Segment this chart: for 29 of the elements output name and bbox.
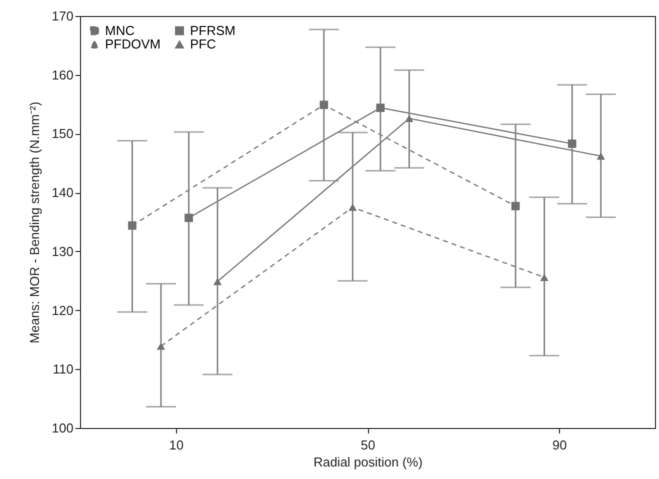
x-tick-label: 90 (552, 438, 567, 452)
y-tick-label: 110 (52, 362, 74, 377)
y-tick-label: 160 (52, 67, 74, 82)
y-tick-label: 100 (52, 420, 74, 436)
y-tick-label: 140 (52, 185, 74, 200)
point (156, 342, 166, 350)
x-tick-label: 10 (169, 438, 184, 452)
y-axis-title: Means: MOR - Bending strength (N.mm⁻²) (26, 102, 42, 344)
y-tick-label: 170 (52, 8, 74, 24)
point (376, 104, 385, 112)
point (540, 274, 548, 281)
y-tick-label: 130 (52, 244, 74, 259)
x-tick-label: 50 (360, 438, 376, 452)
point (320, 100, 328, 110)
point (405, 114, 414, 122)
legend-label: PFC (190, 36, 216, 52)
point (184, 214, 193, 222)
y-tick-label: 150 (52, 126, 74, 142)
point (511, 202, 520, 210)
point (213, 278, 222, 286)
point (348, 204, 357, 211)
x-axis-title: Radial position (%) (313, 454, 423, 470)
point (128, 221, 136, 230)
legend-label: PFRSM (190, 22, 236, 38)
point (568, 140, 576, 148)
point (596, 152, 606, 160)
legend-label: MNC (105, 22, 135, 38)
legend-label: PFDOVM (105, 36, 161, 52)
y-tick-label: 120 (52, 302, 74, 318)
